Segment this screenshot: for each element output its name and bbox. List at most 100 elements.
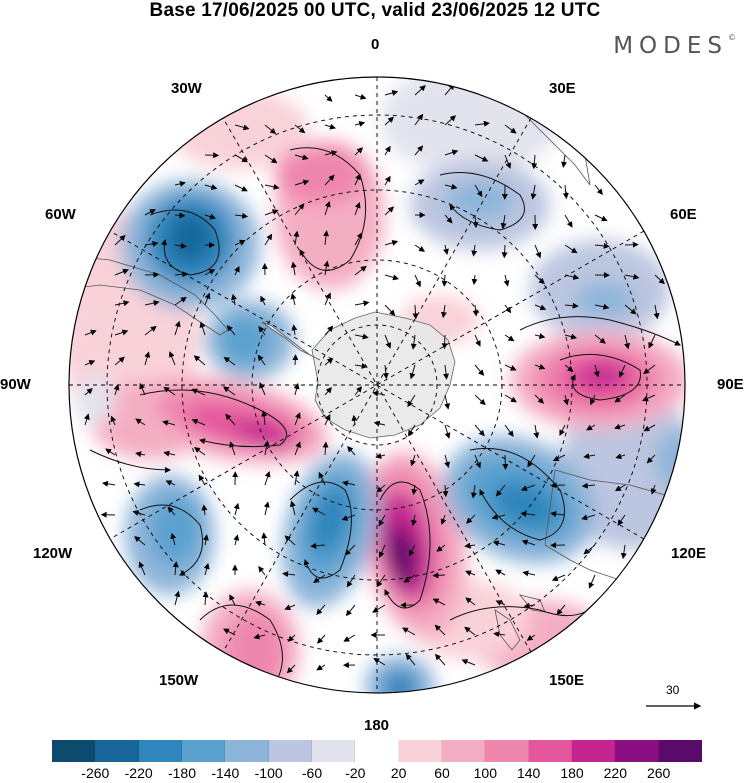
colorbar-tick-label: -180	[167, 765, 197, 781]
wind-vector	[258, 325, 266, 336]
wind-vector	[564, 274, 580, 280]
wind-vector	[324, 123, 336, 130]
wind-vector	[132, 510, 146, 516]
meridians	[69, 77, 685, 693]
wind-vector	[284, 535, 296, 546]
wind-vector	[233, 502, 240, 516]
wind-vector	[581, 514, 596, 521]
wind-vector	[520, 511, 536, 517]
reference-vector-label: 30	[666, 683, 680, 697]
wind-vector	[414, 274, 421, 288]
wind-vector	[464, 542, 476, 549]
wind-vector	[110, 415, 117, 426]
wind-vector	[264, 209, 279, 216]
wind-vector	[618, 364, 626, 378]
wind-vector	[139, 382, 146, 396]
wind-vector	[342, 480, 356, 487]
wind-vector	[203, 562, 210, 576]
wind-vector	[534, 363, 546, 370]
wind-vector	[474, 454, 481, 469]
colorbar-swatch	[268, 740, 312, 762]
wind-vector	[527, 454, 536, 468]
wind-vector	[617, 514, 626, 526]
wind-vector	[202, 534, 209, 546]
wind-vector	[105, 448, 116, 456]
wind-vector	[204, 292, 211, 306]
wind-vector	[474, 364, 485, 376]
wind-vector	[441, 274, 448, 287]
wind-vector	[615, 453, 626, 460]
wind-vector	[405, 653, 416, 666]
wind-vector	[174, 242, 187, 249]
wind-vector	[204, 184, 218, 190]
wind-vector	[323, 230, 330, 246]
wind-vector	[444, 149, 459, 156]
wind-vector	[372, 604, 386, 613]
wind-vector	[474, 184, 483, 198]
wind-vector	[534, 394, 545, 404]
wind-vector	[165, 480, 176, 486]
wind-vector	[654, 274, 665, 285]
wind-vector	[354, 147, 364, 156]
wind-vector	[226, 325, 236, 336]
wind-vector	[412, 304, 419, 320]
wind-vector	[291, 324, 298, 336]
colorbar-swatch	[528, 740, 572, 762]
wind-vector	[504, 394, 517, 403]
wind-vector	[500, 214, 507, 230]
wind-vector	[223, 628, 236, 636]
wind-vector	[594, 303, 610, 310]
wind-vector	[556, 604, 566, 616]
wind-vector	[444, 454, 450, 468]
wind-vector	[384, 116, 395, 126]
colorbar-tick-label: 180	[560, 765, 584, 781]
wind-vector	[444, 183, 458, 190]
wind-vector	[653, 304, 660, 320]
wind-vector	[294, 154, 309, 161]
wind-vector	[324, 357, 334, 366]
wind-vector	[233, 534, 240, 546]
map-title: Base 17/06/2025 00 UTC, valid 23/06/2025…	[149, 0, 601, 21]
wind-vector	[402, 627, 416, 636]
wind-vector	[324, 387, 332, 396]
wind-vector	[114, 356, 125, 366]
wind-vector	[495, 600, 506, 606]
wind-vector	[114, 268, 129, 276]
wind-vector	[642, 394, 656, 402]
wind-vector	[384, 239, 399, 246]
wind-vector	[174, 590, 181, 606]
modes-logo: MODES©	[613, 33, 736, 59]
wind-vector	[534, 244, 542, 259]
wind-vector	[258, 566, 266, 576]
wind-vector	[472, 214, 479, 229]
wind-vector	[234, 154, 249, 163]
wind-vector	[354, 363, 368, 369]
streamlines	[89, 147, 681, 691]
wind-vector	[287, 634, 296, 642]
wind-vector	[144, 325, 157, 336]
wind-vector	[504, 424, 514, 437]
wind-vector	[384, 274, 399, 281]
wind-vector	[443, 244, 449, 255]
wind-vector	[225, 413, 236, 426]
colorbar-swatch	[571, 740, 616, 762]
wind-vector	[624, 334, 630, 350]
wind-vector	[229, 594, 236, 606]
wind-vector	[378, 544, 386, 558]
wind-vector	[354, 201, 361, 216]
wind-vector	[345, 604, 356, 617]
wind-vector	[261, 532, 268, 546]
lon-label-60w: 60W	[45, 206, 76, 223]
wind-vector	[564, 244, 578, 254]
wind-vector	[410, 334, 417, 350]
wind-vector	[264, 154, 278, 164]
wind-vector	[561, 154, 567, 168]
wind-vector	[495, 569, 506, 576]
colorbar-tick-label: -220	[124, 765, 153, 781]
wind-vector	[504, 304, 512, 314]
wind-vector	[198, 474, 206, 486]
wind-vector	[312, 507, 326, 516]
wind-vector	[324, 150, 338, 157]
wind-vector	[294, 179, 310, 186]
wind-vector	[432, 598, 446, 606]
